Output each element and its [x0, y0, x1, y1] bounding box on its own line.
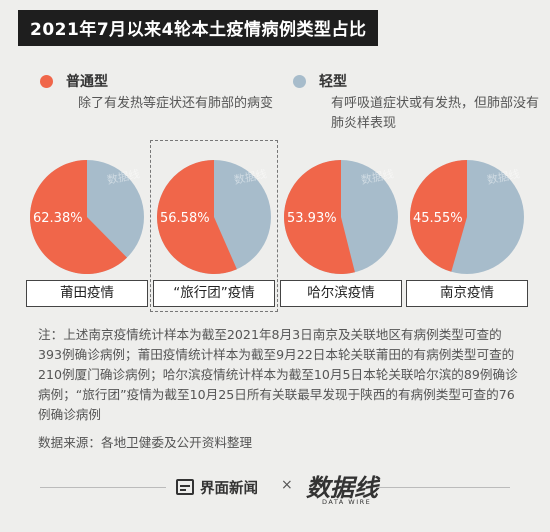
pie-value-label: 45.55% [413, 211, 463, 226]
legend-desc-mild: 有呼吸道症状或有发热，但肺部没有肺炎样表现 [331, 96, 540, 131]
pie-value-label: 53.93% [287, 211, 337, 226]
footer-brand-jiemian: 界面新闻 [200, 481, 258, 497]
pie-category-label: 莆田疫情 [26, 280, 148, 307]
footer-separator: × [281, 477, 293, 493]
pie-chart-3: 数据线 45.55% 南京疫情 [406, 160, 528, 307]
pie-value-label: 62.38% [33, 211, 83, 226]
pie-slice-normal [410, 160, 467, 272]
watermark-text: 数据线 [106, 166, 141, 187]
footer-rule-right [376, 487, 510, 488]
pie-slice-normal [284, 160, 355, 274]
pie-category-label: 哈尔滨疫情 [280, 280, 402, 307]
watermark-text: 数据线 [360, 166, 395, 187]
pie-category-label: “旅行团”疫情 [153, 280, 275, 307]
pie-svg: 数据线 53.93% [284, 160, 398, 274]
legend-dot-mild [293, 75, 306, 88]
legend-desc-normal: 除了有发热等症状还有肺部的病变 [78, 96, 274, 111]
footer-brand-datawire: 数据线 [306, 473, 378, 502]
legend-label-mild: 轻型 [319, 74, 347, 90]
legend-dot-normal [40, 75, 53, 88]
pie-category-label: 南京疫情 [406, 280, 528, 307]
highlight-frame [150, 140, 278, 312]
pie-chart-1: 数据线 56.58% “旅行团”疫情 [153, 160, 275, 307]
pie-svg: 数据线 62.38% [30, 160, 144, 274]
footnote: 注：上述南京疫情统计样本为截至2021年8月3日南京及关联地区有病例类型可查的3… [38, 327, 518, 422]
pie-chart-2: 数据线 53.93% 哈尔滨疫情 [280, 160, 402, 307]
pie-svg: 数据线 56.58% [157, 160, 271, 274]
pie-value-label: 56.58% [160, 211, 210, 226]
data-source: 数据来源：各地卫健委及公开资料整理 [38, 435, 253, 450]
pie-chart-0: 数据线 62.38% 莆田疫情 [26, 160, 148, 307]
watermark-text: 数据线 [233, 166, 268, 187]
pie-slice-normal [157, 160, 237, 274]
watermark-text: 数据线 [486, 166, 521, 187]
pie-slice-normal [30, 160, 128, 274]
chart-title: 2021年7月以来4轮本土疫情病例类型占比 [18, 10, 379, 46]
footer-brand-datawire-sub: DATA WIRE [322, 498, 372, 506]
footer: 界面新闻 × 数据线 DATA WIRE [0, 468, 550, 508]
footer-rule-left [40, 487, 166, 488]
jiemian-logo-icon [176, 479, 194, 495]
pie-svg: 数据线 45.55% [410, 160, 524, 274]
legend-label-normal: 普通型 [66, 74, 108, 90]
